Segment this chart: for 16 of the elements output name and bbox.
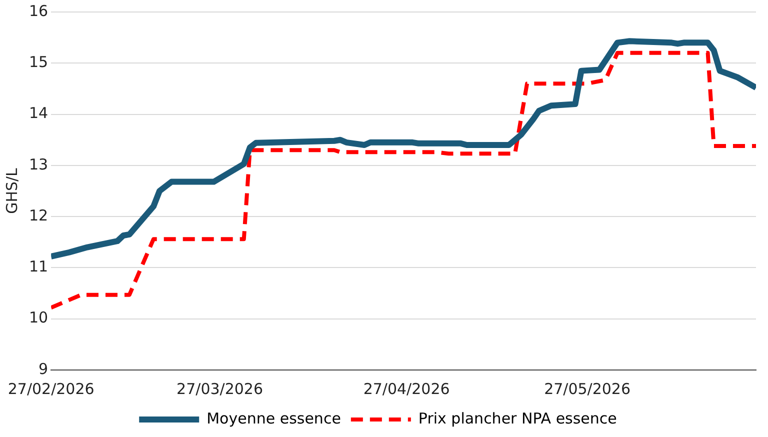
- y-tick-label: 12: [28, 206, 48, 224]
- x-tick-label: 27/04/2026: [363, 380, 450, 398]
- y-tick-label: 10: [28, 308, 48, 327]
- y-tick-label: 11: [28, 258, 48, 276]
- y-tick-label: 14: [28, 104, 48, 122]
- y-axis-title: GHS/L: [2, 167, 21, 214]
- legend-label: Moyenne essence: [206, 409, 341, 428]
- x-tick-label: 27/05/2026: [544, 380, 631, 398]
- y-tick-label: 13: [28, 155, 48, 174]
- y-tick-label: 15: [28, 53, 48, 72]
- y-tick-label: 9: [38, 360, 48, 378]
- y-tick-label: 16: [28, 2, 48, 20]
- x-tick-label: 27/02/2026: [8, 380, 94, 398]
- x-tick-label: 27/03/2026: [176, 380, 264, 398]
- line-series: [51, 50, 756, 310]
- legend-label: Prix plancher NPA essence: [418, 409, 617, 428]
